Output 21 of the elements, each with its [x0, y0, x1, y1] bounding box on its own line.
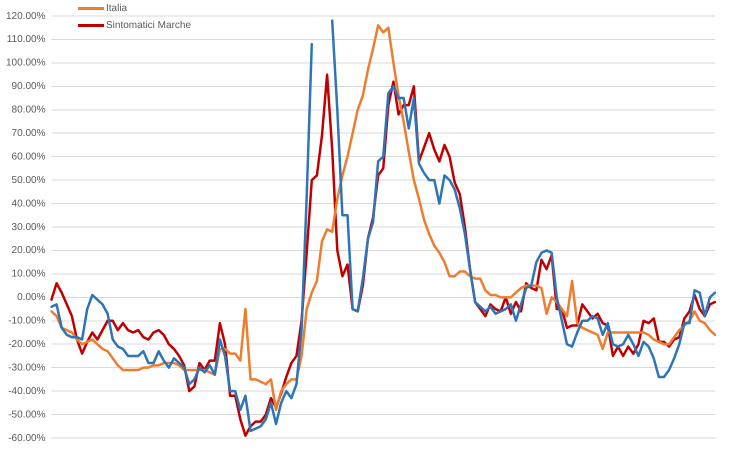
y-tick-label: 30.00% [12, 222, 46, 233]
y-tick-label: 110.00% [6, 34, 46, 46]
y-tick-label: -50.00% [8, 409, 46, 420]
y-tick-label: 120.00% [6, 10, 46, 22]
y-tick-label: -20.00% [8, 338, 46, 350]
y-tick-label: -40.00% [8, 386, 46, 397]
y-tick-label: 90.00% [12, 81, 46, 92]
y-tick-label: -10.00% [8, 316, 46, 327]
legend-label: Italia [106, 2, 128, 16]
y-tick-label: 60.00% [12, 151, 46, 162]
y-tick-label: 70.00% [12, 128, 46, 139]
y-tick-label: 20.00% [12, 245, 46, 256]
y-tick-label: 100.00% [6, 58, 46, 69]
y-tick-label: -60.00% [8, 432, 46, 444]
y-tick-label: 40.00% [12, 198, 46, 210]
y-tick-label: 10.00% [12, 268, 46, 280]
y-tick-label: -30.00% [8, 362, 46, 374]
y-tick-label: 50.00% [12, 174, 46, 186]
legend-label: Sintomatici Marche [106, 19, 192, 33]
y-tick-label: 0.00% [17, 292, 46, 304]
y-tick-label: 80.00% [12, 104, 46, 116]
